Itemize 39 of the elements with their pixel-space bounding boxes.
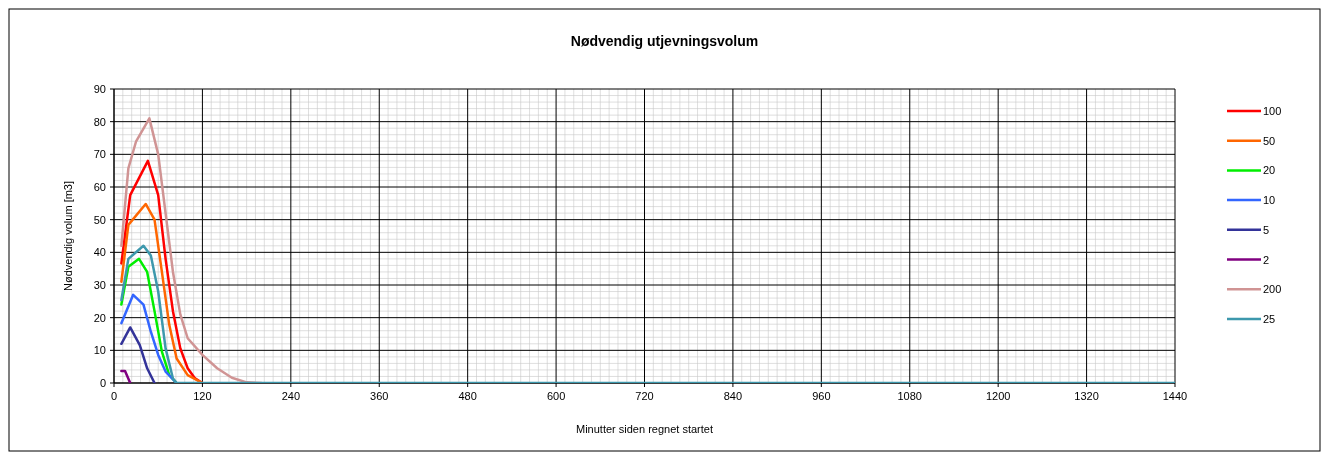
y-tick-label: 60	[93, 181, 106, 193]
x-tick-label: 1200	[985, 390, 1011, 402]
y-tick-label: 40	[93, 246, 106, 259]
legend-label: 20	[1263, 164, 1276, 177]
x-tick-label: 1440	[1162, 390, 1188, 402]
chart-title: Nødvendig utjevningsvolum	[570, 33, 759, 49]
y-tick-label: 90	[93, 83, 106, 95]
legend-label: 25	[1263, 312, 1276, 325]
x-tick-label: 600	[546, 390, 566, 402]
y-tick-label: 80	[93, 115, 106, 128]
x-tick-label: 720	[635, 390, 654, 402]
y-tick-label: 50	[93, 213, 106, 226]
x-tick-label: 240	[281, 390, 301, 402]
y-axis-title: Nødvendig volum [m3]	[62, 180, 74, 292]
y-tick-label: 0	[99, 377, 106, 389]
legend-label: 50	[1263, 134, 1276, 147]
legend-label: 2	[1263, 253, 1270, 266]
x-tick-label: 1320	[1074, 390, 1099, 402]
x-tick-label: 0	[110, 390, 118, 402]
line-series	[120, 326, 156, 383]
legend-label: 10	[1263, 194, 1276, 207]
legend-label: 100	[1263, 105, 1282, 117]
x-tick-label: 120	[193, 390, 212, 402]
x-axis-title: Minutter siden regnet startet	[576, 423, 713, 435]
line-series	[120, 244, 1175, 383]
x-tick-label: 480	[458, 390, 477, 402]
y-tick-label: 10	[93, 344, 106, 357]
y-tick-label: 30	[93, 279, 106, 291]
legend-label: 200	[1263, 283, 1282, 296]
line-series	[120, 159, 204, 383]
x-tick-label: 1080	[897, 390, 922, 402]
legend-label: 5	[1263, 223, 1270, 236]
y-tick-label: 70	[93, 148, 106, 161]
x-tick-label: 960	[812, 390, 831, 402]
line-series	[120, 293, 178, 383]
x-tick-label: 840	[723, 390, 743, 402]
y-tick-label: 20	[93, 311, 106, 324]
x-tick-label: 360	[370, 390, 389, 402]
line-series	[120, 202, 204, 383]
